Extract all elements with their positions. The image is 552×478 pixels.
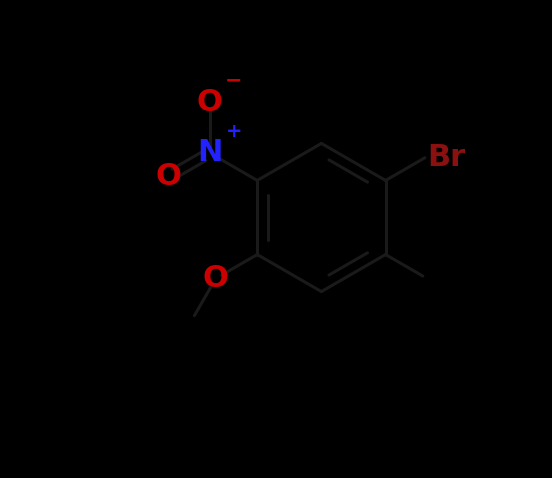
Text: −: − (225, 71, 242, 91)
Text: Br: Br (427, 143, 465, 172)
Text: N: N (197, 139, 222, 167)
Text: O: O (155, 163, 181, 191)
Text: O: O (203, 264, 229, 293)
Text: +: + (225, 122, 242, 141)
Text: O: O (197, 88, 222, 117)
